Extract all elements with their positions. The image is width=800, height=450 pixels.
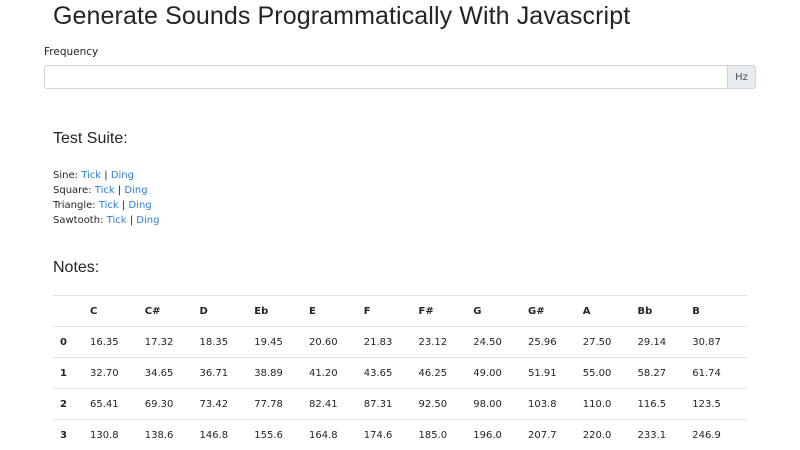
wave-label: Square: bbox=[53, 185, 92, 196]
frequency-cell: 19.45 bbox=[254, 326, 309, 358]
note-column-header: F# bbox=[418, 295, 474, 327]
octave-cell: 0 bbox=[53, 326, 90, 358]
note-column-header: Eb bbox=[254, 295, 309, 327]
test-suite-list: Sine: Tick | Ding Square: Tick | Ding Tria… bbox=[53, 168, 159, 228]
notes-table: C C# D Eb E F F# G G# A Bb B 0 16.35 17.32 18.35 19.45 2… bbox=[53, 295, 747, 450]
frequency-cell: 38.89 bbox=[254, 357, 309, 389]
frequency-cell: 27.50 bbox=[582, 326, 638, 358]
frequency-cell: 233.1 bbox=[637, 419, 693, 450]
frequency-cell: 32.70 bbox=[90, 357, 145, 389]
notes-header-row: C C# D Eb E F F# G G# A Bb B bbox=[53, 295, 747, 327]
frequency-cell: 61.74 bbox=[692, 357, 747, 389]
test-suite-row-sawtooth: Sawtooth: Tick | Ding bbox=[53, 213, 159, 228]
wave-label: Sine: bbox=[53, 170, 78, 181]
separator: | bbox=[117, 185, 122, 196]
frequency-cell: 46.25 bbox=[418, 357, 474, 389]
test-suite-row-sine: Sine: Tick | Ding bbox=[53, 168, 159, 183]
frequency-cell: 185.0 bbox=[418, 419, 474, 450]
table-row: 1 32.70 34.65 36.71 38.89 41.20 43.65 46.25 49.0… bbox=[53, 357, 747, 389]
frequency-cell: 110.0 bbox=[582, 388, 638, 420]
separator: | bbox=[104, 170, 108, 181]
test-suite-row-square: Square: Tick | Ding bbox=[53, 183, 159, 198]
hz-unit-addon: Hz bbox=[727, 65, 756, 89]
frequency-cell: 77.78 bbox=[254, 388, 309, 420]
octave-column-header bbox=[53, 295, 90, 327]
frequency-cell: 16.35 bbox=[90, 326, 145, 358]
table-row: 2 65.41 69.30 73.42 77.78 82.41 87.31 92.50 98.0… bbox=[53, 388, 747, 420]
frequency-cell: 34.65 bbox=[144, 357, 200, 389]
frequency-cell: 164.8 bbox=[309, 419, 364, 450]
frequency-cell: 103.8 bbox=[528, 388, 583, 420]
frequency-cell: 123.5 bbox=[692, 388, 747, 420]
frequency-cell: 58.27 bbox=[637, 357, 693, 389]
page-title: Generate Sounds Programmatically With Ja… bbox=[53, 2, 631, 30]
wave-label: Triangle: bbox=[53, 200, 96, 211]
frequency-cell: 155.6 bbox=[254, 419, 309, 450]
table-row: 0 16.35 17.32 18.35 19.45 20.60 21.83 23.12 24.5… bbox=[53, 326, 747, 358]
frequency-cell: 21.83 bbox=[363, 326, 419, 358]
frequency-cell: 51.91 bbox=[528, 357, 583, 389]
ding-link[interactable]: Ding bbox=[124, 185, 148, 196]
tick-link[interactable]: Tick bbox=[81, 170, 102, 181]
frequency-cell: 23.12 bbox=[418, 326, 474, 358]
ding-link[interactable]: Ding bbox=[136, 215, 160, 226]
note-column-header: G bbox=[473, 295, 528, 327]
tick-link[interactable]: Tick bbox=[98, 200, 119, 211]
wave-label: Sawtooth: bbox=[53, 215, 104, 226]
frequency-cell: 17.32 bbox=[144, 326, 200, 358]
frequency-cell: 69.30 bbox=[144, 388, 200, 420]
frequency-cell: 196.0 bbox=[473, 419, 528, 450]
octave-cell: 3 bbox=[53, 419, 90, 450]
separator: | bbox=[121, 200, 126, 211]
frequency-cell: 24.50 bbox=[473, 326, 528, 358]
octave-cell: 2 bbox=[53, 388, 90, 420]
frequency-label: Frequency bbox=[44, 46, 99, 58]
frequency-cell: 18.35 bbox=[199, 326, 255, 358]
frequency-cell: 41.20 bbox=[309, 357, 364, 389]
frequency-cell: 43.65 bbox=[363, 357, 419, 389]
note-column-header: G# bbox=[528, 295, 583, 327]
note-column-header: B bbox=[692, 295, 747, 327]
test-suite-row-triangle: Triangle: Tick | Ding bbox=[53, 198, 159, 213]
frequency-cell: 82.41 bbox=[309, 388, 364, 420]
frequency-cell: 207.7 bbox=[528, 419, 583, 450]
frequency-cell: 174.6 bbox=[363, 419, 419, 450]
separator: | bbox=[129, 215, 134, 226]
octave-cell: 1 bbox=[53, 357, 90, 389]
frequency-cell: 65.41 bbox=[90, 388, 145, 420]
table-row: 3 130.8 138.6 146.8 155.6 164.8 174.6 185.0 196.… bbox=[53, 419, 747, 450]
frequency-cell: 138.6 bbox=[144, 419, 200, 450]
frequency-cell: 25.96 bbox=[528, 326, 583, 358]
frequency-cell: 30.87 bbox=[692, 326, 747, 358]
frequency-cell: 246.9 bbox=[692, 419, 747, 450]
frequency-input[interactable] bbox=[44, 65, 727, 89]
frequency-cell: 49.00 bbox=[473, 357, 528, 389]
tick-link[interactable]: Tick bbox=[106, 215, 127, 226]
ding-link[interactable]: Ding bbox=[110, 170, 134, 181]
frequency-cell: 29.14 bbox=[637, 326, 693, 358]
frequency-cell: 92.50 bbox=[418, 388, 474, 420]
note-column-header: C bbox=[90, 295, 145, 327]
frequency-cell: 130.8 bbox=[90, 419, 145, 450]
test-suite-heading: Test Suite: bbox=[53, 130, 128, 147]
frequency-cell: 146.8 bbox=[199, 419, 255, 450]
note-column-header: E bbox=[309, 295, 364, 327]
note-column-header: C# bbox=[144, 295, 200, 327]
frequency-cell: 98.00 bbox=[473, 388, 528, 420]
note-column-header: D bbox=[199, 295, 255, 327]
note-column-header: F bbox=[363, 295, 419, 327]
tick-link[interactable]: Tick bbox=[94, 185, 115, 196]
frequency-cell: 73.42 bbox=[199, 388, 255, 420]
frequency-cell: 55.00 bbox=[582, 357, 638, 389]
notes-heading: Notes: bbox=[53, 259, 100, 276]
frequency-cell: 87.31 bbox=[363, 388, 419, 420]
note-column-header: Bb bbox=[637, 295, 693, 327]
note-column-header: A bbox=[582, 295, 638, 327]
frequency-cell: 220.0 bbox=[582, 419, 638, 450]
frequency-input-group: Hz bbox=[44, 65, 756, 89]
ding-link[interactable]: Ding bbox=[128, 200, 152, 211]
frequency-cell: 20.60 bbox=[309, 326, 364, 358]
frequency-cell: 116.5 bbox=[637, 388, 693, 420]
frequency-cell: 36.71 bbox=[199, 357, 255, 389]
